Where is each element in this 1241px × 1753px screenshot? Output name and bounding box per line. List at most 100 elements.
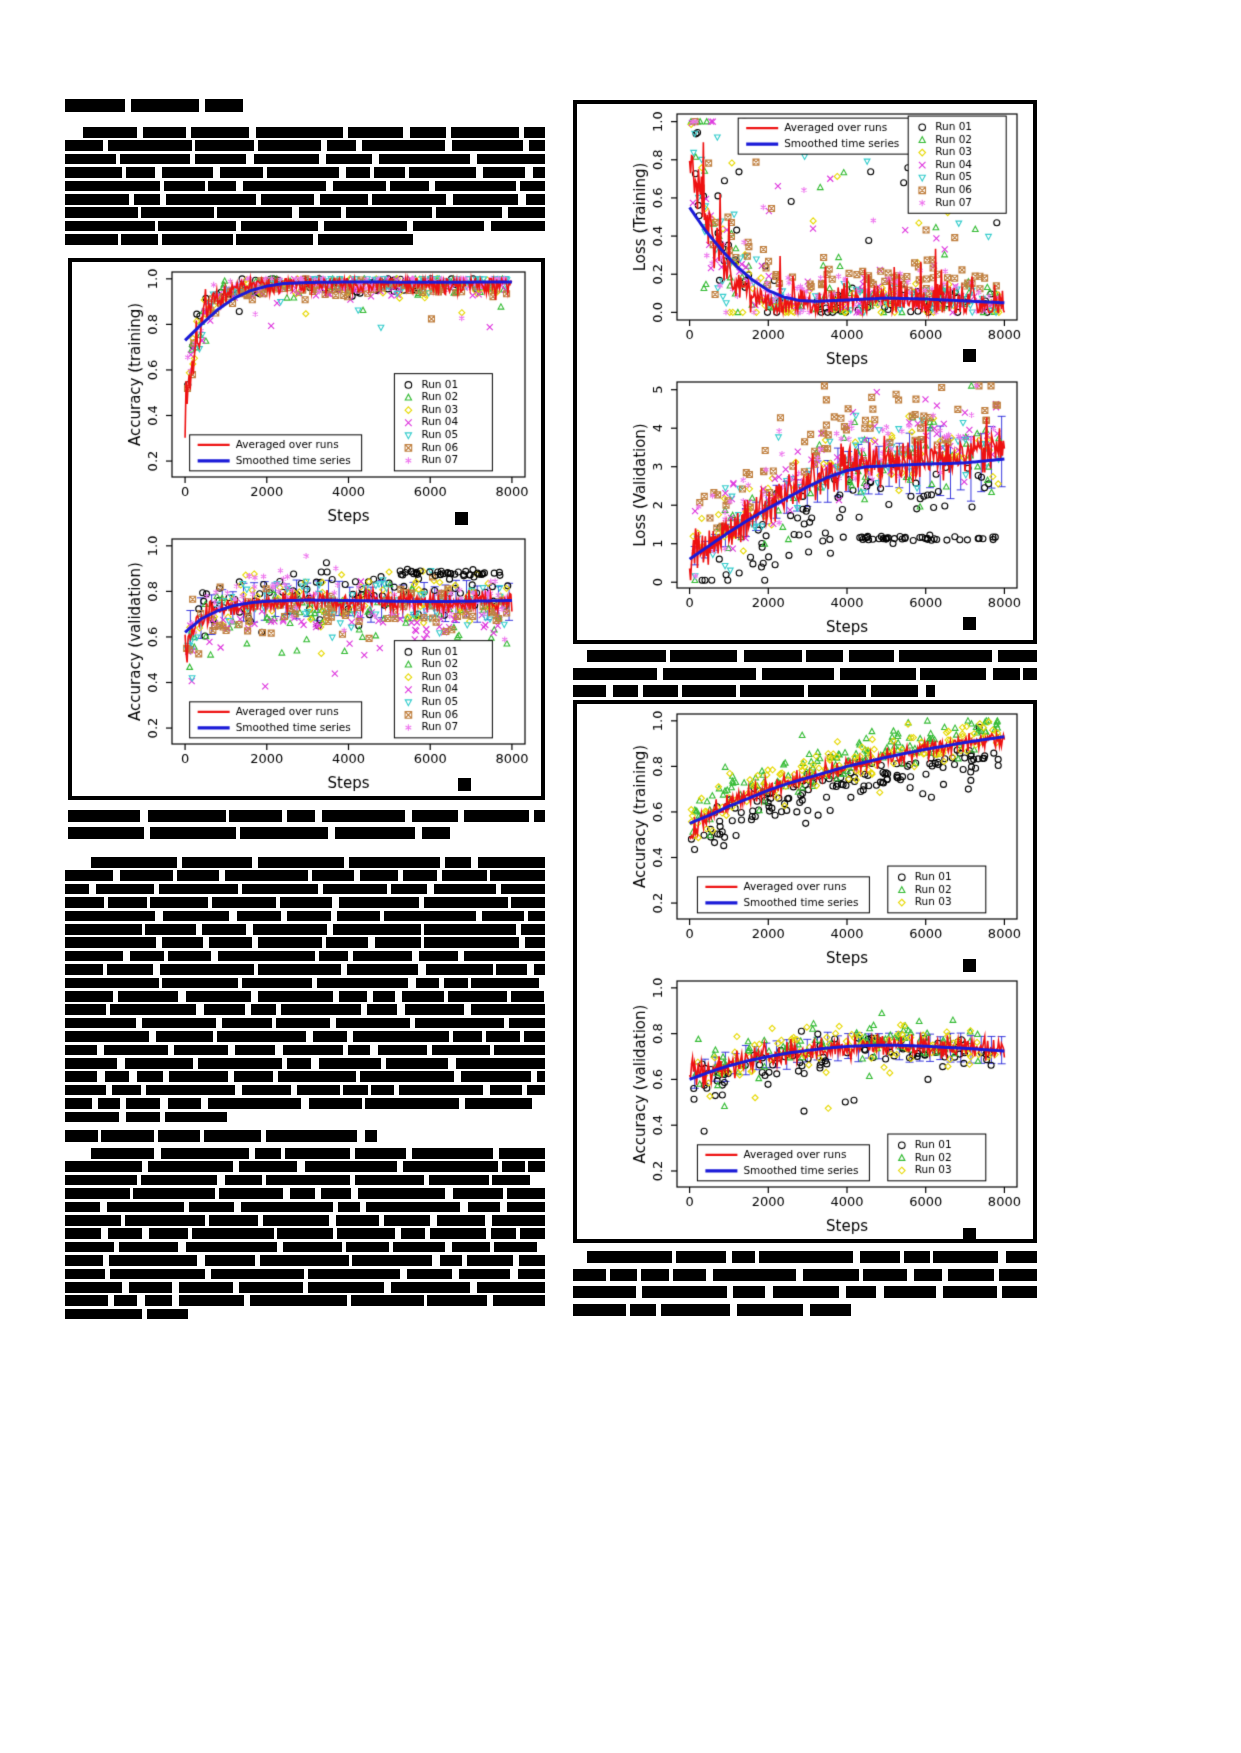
redacted-text-bar [374,937,421,948]
redacted-text-bar [120,870,173,881]
redacted-text-bar [338,991,367,1002]
redacted-text-bar [433,883,497,895]
redacted-text-bar [95,883,154,895]
chart-accuracy-validation-runs1-7 [72,529,541,796]
redacted-text-bar [176,870,219,881]
chart-loss-training-runs1-7 [577,104,1033,372]
redacted-text-bar [258,937,322,948]
redacted-text-bar [267,167,339,178]
redacted-text-bar [807,685,866,697]
redacted-text-bar [1022,667,1038,680]
redacted-text-bar [307,1282,385,1293]
redacted-text-bar [141,1174,218,1186]
redacted-text-bar [492,1295,546,1306]
redacted-text-bar [573,667,658,680]
redacted-text-bar [65,1031,149,1042]
chart-accuracy-training-runs1-7 [72,262,541,529]
redacted-text-bar [118,1241,179,1253]
redacted-text-bar [325,937,368,948]
redacted-text-bar [587,650,667,662]
redacted-text-bar [191,1228,274,1239]
redacted-text-bar [144,1295,172,1306]
redacted-text-bar [109,1255,198,1266]
redacted-text-bar [65,1017,136,1029]
redacted-text-bar [65,883,90,895]
redacted-text-bar [573,685,606,697]
redacted-text-bar [524,1031,545,1042]
redacted-text-bar [65,1111,119,1123]
redacted-text-bar [65,870,113,881]
redacted-text-bar [276,1017,330,1029]
redacted-text-bar [83,127,138,138]
redacted-text-bar [203,1004,245,1015]
redacted-text-bar [65,1071,98,1082]
redacted-text-bar [162,977,238,989]
redacted-text-bar [407,1268,453,1280]
redacted-text-bar [218,1188,283,1199]
redacted-text-bar [65,897,105,908]
redacted-text-bar [613,685,639,697]
redacted-text-bar [238,1161,298,1172]
redacted-text-bar [412,220,484,232]
redacted-text-bar [998,650,1037,662]
redacted-text-bar [128,1282,172,1293]
redacted-text-bar [165,1111,228,1123]
redacted-text-bar [107,897,148,908]
redacted-text-bar [282,1044,343,1056]
redacted-text-bar [431,1044,490,1056]
redacted-text-bar [379,153,471,165]
redacted-text-bar [65,991,113,1002]
subfigure-label-a-redacted [963,349,976,362]
redacted-text-bar [104,1071,129,1082]
redacted-text-bar [106,964,154,975]
redacted-text-bar [289,1188,315,1199]
redacted-text-bar [65,1174,138,1186]
redacted-text-bar [162,234,234,245]
redacted-text-bar [364,1130,377,1142]
redacted-text-bar [179,1295,244,1306]
redacted-text-bar [319,1058,381,1069]
redacted-text-bar [345,167,371,178]
redacted-text-bar [492,1174,531,1186]
redacted-text-bar [207,180,237,192]
redacted-text-bar [676,1251,727,1263]
redacted-text-bar [404,1004,464,1015]
redacted-text-bar [65,99,126,112]
redacted-text-bar [160,1148,249,1159]
redacted-text-bar [131,99,199,112]
redacted-text-bar [65,1295,108,1306]
redacted-text-bar [435,207,503,218]
redacted-text-bar [110,1268,205,1280]
redacted-text-bar [65,220,156,232]
redacted-text-bar [236,234,314,245]
redacted-text-bar [101,1130,155,1142]
redacted-text-bar [362,140,445,151]
redacted-text-bar [358,1188,446,1199]
redacted-text-bar [65,234,118,245]
redacted-text-bar [239,1282,303,1293]
redacted-text-bar [332,924,422,935]
redacted-text-bar [178,1282,233,1293]
redacted-text-bar [439,1255,463,1266]
redacted-text-bar [511,897,546,908]
redacted-text-bar [573,1303,627,1316]
redacted-text-bar [333,180,386,192]
redacted-text-bar [185,991,252,1002]
redacted-text-bar [493,1241,537,1253]
redacted-text-bar [338,897,419,908]
redacted-text-bar [125,1098,160,1109]
redacted-text-bar [373,167,405,178]
redacted-text-bar [204,99,243,112]
redacted-text-bar [467,1201,501,1213]
redacted-text-bar [904,1251,930,1263]
redacted-text-bar [390,1282,471,1293]
redacted-text-bar [871,685,919,697]
redacted-text-bar [450,127,519,138]
redacted-text-bar [371,194,446,205]
redacted-text-bar [65,1130,98,1142]
redacted-text-bar [414,1017,504,1029]
redacted-text-bar [150,897,209,908]
redacted-text-bar [508,1017,545,1029]
redacted-text-bar [336,1215,380,1226]
subfigure-label-b-redacted [458,778,471,791]
